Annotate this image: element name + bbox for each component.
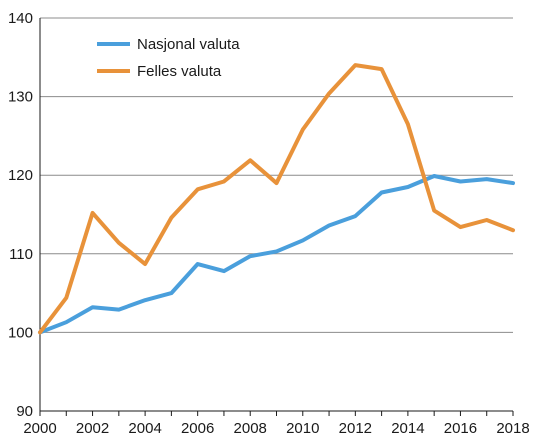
- x-tick-label: 2018: [496, 420, 529, 437]
- y-tick-label: 90: [16, 403, 33, 420]
- series-lines: [38, 63, 515, 335]
- legend-label-0: Nasjonal valuta: [137, 36, 240, 53]
- series-line-1: [38, 63, 515, 335]
- tick-labels: 90 100 110 120 130 140 2000 2002 2004 2006 2008 201…: [8, 10, 530, 437]
- axes: [39, 18, 514, 416]
- x-tick-label: 2012: [339, 420, 372, 437]
- y-tick-label: 100: [8, 324, 33, 341]
- gridlines: [40, 17, 513, 333]
- x-tick-label: 2006: [181, 420, 214, 437]
- legend: Nasjonal valuta Felles valuta: [97, 36, 240, 80]
- series-line-0: [38, 173, 515, 335]
- legend-label-1: Felles valuta: [137, 63, 222, 80]
- x-tick-label: 2010: [286, 420, 319, 437]
- y-tick-label: 120: [8, 167, 33, 184]
- y-tick-label: 130: [8, 89, 33, 106]
- y-tick-label: 140: [8, 10, 33, 27]
- x-tick-label: 2014: [391, 420, 424, 437]
- x-tick-label: 2004: [128, 420, 161, 437]
- x-tick-label: 2002: [76, 420, 109, 437]
- y-tick-label: 110: [9, 246, 33, 263]
- x-tick-label: 2016: [444, 420, 477, 437]
- x-tick-label: 2008: [234, 420, 267, 437]
- x-tick-label: 2000: [23, 420, 56, 437]
